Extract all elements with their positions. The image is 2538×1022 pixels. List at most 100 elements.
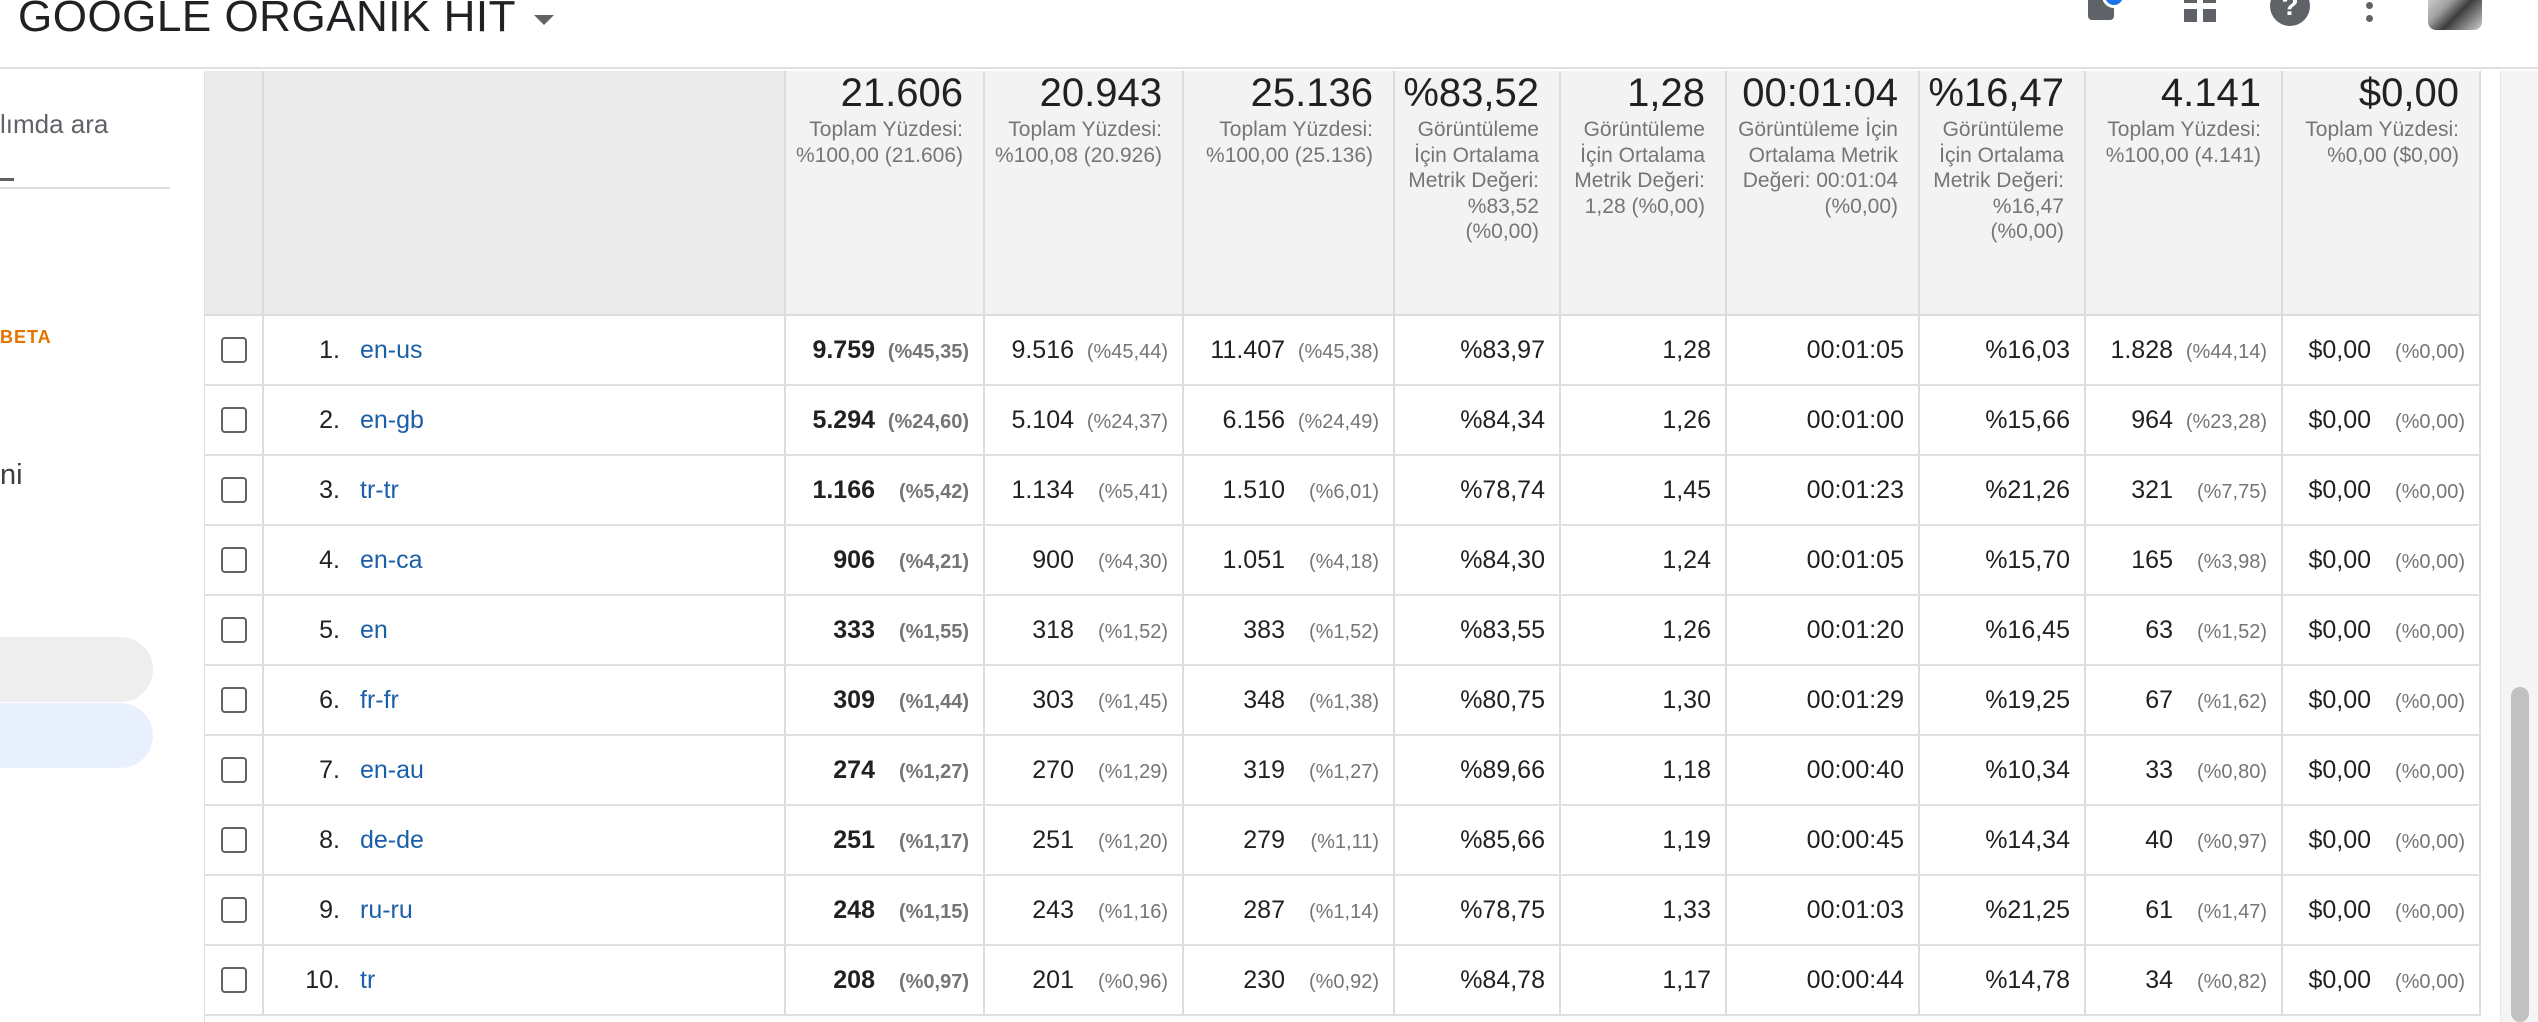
metric-percent: (%4,21) [898,550,969,573]
metric-value: $0,00 [2308,405,2371,434]
dimension-link[interactable]: tr-tr [360,475,399,504]
metric-value: $0,00 [2308,755,2371,784]
metric-percent: (%0,00) [2394,620,2465,643]
dimension-link[interactable]: ru-ru [360,895,413,924]
metric-cell: 251 (%1,17) [785,805,985,876]
row-checkbox[interactable] [220,827,247,853]
metric-cell: 319 (%1,27) [1183,735,1395,806]
metric-value: 1,24 [1560,525,1727,596]
metric-value: 251 [833,825,875,854]
view-selector[interactable]: GOOGLE ORGANİK HİT [18,0,554,42]
row-checkbox[interactable] [220,547,247,573]
metric-value: $0,00 [2308,965,2371,994]
more-vert-icon[interactable] [2350,0,2390,26]
metric-percent: (%1,52) [1097,620,1168,643]
dimension-link[interactable]: de-de [360,825,424,854]
nav-item-hover[interactable] [0,637,153,702]
row-checkbox[interactable] [220,407,247,433]
row-checkbox[interactable] [220,477,247,503]
row-checkbox[interactable] [220,897,247,923]
metric-value: %78,75 [1394,875,1561,946]
nav-search-underline [0,187,170,189]
metric-cell: $0,00 (%0,00) [2282,805,2481,876]
row-checkbox[interactable] [220,687,247,713]
metric-percent: (%1,52) [2196,620,2267,643]
metric-value: 309 [833,685,875,714]
metric-value: 321 [2131,475,2173,504]
metric-percent: (%3,98) [2196,550,2267,573]
table-row: 8. de-de 251 (%1,17) 251 (%1,20) 279 (%1,11)… [205,805,2481,876]
nav-item-label[interactable]: ni [0,459,23,491]
dimension-link[interactable]: tr [360,965,376,994]
metric-percent: (%0,00) [2394,480,2465,503]
report-table-container: 21.606 Toplam Yüzdesi: %100,00 (21.606) 2… [205,71,2481,1022]
total-value: 4.141 [2160,71,2261,115]
total-value: 20.943 [1039,71,1162,115]
metric-value: %19,25 [1919,665,2086,736]
metric-value: %84,34 [1394,385,1561,456]
metric-value: %83,97 [1394,315,1561,386]
metric-percent: (%0,00) [2394,900,2465,923]
metric-cell: 303 (%1,45) [984,665,1184,736]
metric-value: 243 [1032,895,1074,924]
metric-cell: 348 (%1,38) [1183,665,1395,736]
metric-value: $0,00 [2308,545,2371,574]
metric-value: 1.134 [1011,475,1074,504]
dimension-link[interactable]: en [360,615,388,644]
table-row: 5. en 333 (%1,55) 318 (%1,52) 383 (%1,52) %8… [205,595,2481,666]
metric-value: %89,66 [1394,735,1561,806]
metric-percent: (%0,00) [2394,410,2465,433]
totals-row: 21.606 Toplam Yüzdesi: %100,00 (21.606) 2… [205,71,2481,316]
metric-percent: (%24,49) [1297,410,1379,433]
metric-value: 270 [1032,755,1074,784]
metric-value: $0,00 [2308,685,2371,714]
metric-value: 348 [1243,685,1285,714]
row-checkbox[interactable] [220,617,247,643]
metric-value: 00:00:44 [1726,945,1920,1016]
scrollbar-thumb[interactable] [2511,687,2529,1022]
metric-cell: 201 (%0,96) [984,945,1184,1016]
metric-cell: $0,00 (%0,00) [2282,455,2481,526]
dimension-link[interactable]: en-us [360,335,423,364]
account-avatar[interactable] [2428,0,2482,30]
notifications-bell-icon[interactable] [2080,0,2126,26]
total-value: %83,52 [1403,71,1539,115]
metric-cell: 1.134 (%5,41) [984,455,1184,526]
metric-cell: 61 (%1,47) [2085,875,2283,946]
metric-percent: (%5,41) [1097,480,1168,503]
metric-cell: $0,00 (%0,00) [2282,945,2481,1016]
metric-value: $0,00 [2308,335,2371,364]
metric-percent: (%1,29) [1097,760,1168,783]
dimension-link[interactable]: en-gb [360,405,424,434]
metric-value: 5.294 [812,405,875,434]
dimension-cell: 6. fr-fr [263,665,786,736]
metric-cell: $0,00 (%0,00) [2282,665,2481,736]
apps-grid-icon[interactable] [2180,0,2220,26]
metric-percent: (%1,38) [1308,690,1379,713]
dimension-link[interactable]: fr-fr [360,685,399,714]
metric-value: %78,74 [1394,455,1561,526]
metric-percent: (%5,42) [898,480,969,503]
dimension-link[interactable]: en-au [360,755,424,784]
row-checkbox[interactable] [220,757,247,783]
metric-value: 63 [2145,615,2173,644]
metric-value: %14,34 [1919,805,2086,876]
row-checkbox[interactable] [220,967,247,993]
vertical-scrollbar[interactable] [2500,71,2538,1022]
report-table: 21.606 Toplam Yüzdesi: %100,00 (21.606) 2… [205,71,2481,1016]
caret-down-icon [533,15,554,25]
help-icon[interactable]: ? [2270,0,2310,26]
nav-item-selected[interactable] [0,703,153,768]
metric-value: $0,00 [2308,615,2371,644]
metric-value: %21,25 [1919,875,2086,946]
nav-search-placeholder[interactable]: lımda ara [0,109,109,139]
metric-percent: (%1,55) [898,620,969,643]
dimension-link[interactable]: en-ca [360,545,423,574]
row-checkbox[interactable] [220,337,247,363]
metric-value: 319 [1243,755,1285,784]
table-row: 6. fr-fr 309 (%1,44) 303 (%1,45) 348 (%1,38)… [205,665,2481,736]
metric-cell: $0,00 (%0,00) [2282,315,2481,386]
metric-value: %85,66 [1394,805,1561,876]
total-value: 21.606 [840,71,963,115]
metric-percent: (%45,44) [1086,340,1168,363]
